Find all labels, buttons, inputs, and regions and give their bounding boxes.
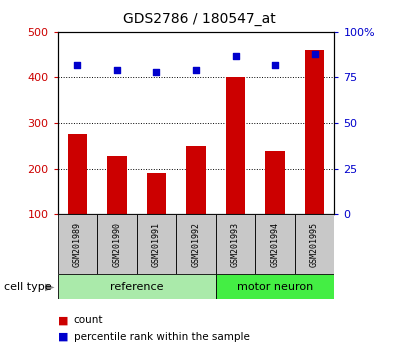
Text: ■: ■ (58, 332, 68, 342)
Text: percentile rank within the sample: percentile rank within the sample (74, 332, 250, 342)
Bar (107, 156, 127, 214)
Text: GSM201989: GSM201989 (73, 222, 82, 267)
Point (311, 51, 318, 57)
Polygon shape (45, 284, 55, 291)
Point (272, 62, 278, 68)
Text: ■: ■ (58, 315, 68, 325)
Text: GSM201990: GSM201990 (113, 222, 121, 267)
Text: GSM201992: GSM201992 (191, 222, 201, 267)
Bar (186, 146, 206, 214)
Bar (68, 135, 87, 214)
Bar (176, 214, 216, 274)
Text: reference: reference (110, 282, 164, 292)
Text: count: count (74, 315, 103, 325)
Point (193, 67, 199, 73)
Text: cell type: cell type (4, 282, 52, 292)
Bar (146, 173, 166, 214)
Bar (58, 214, 97, 274)
Text: GSM201991: GSM201991 (152, 222, 161, 267)
Bar (265, 151, 285, 214)
Point (114, 67, 120, 73)
Bar (58, 274, 216, 299)
Point (74, 62, 81, 68)
Text: motor neuron: motor neuron (237, 282, 313, 292)
Bar (255, 214, 295, 274)
Bar (305, 50, 324, 214)
Text: GSM201993: GSM201993 (231, 222, 240, 267)
Text: GDS2786 / 180547_at: GDS2786 / 180547_at (123, 12, 275, 27)
Bar (137, 214, 176, 274)
Point (232, 53, 239, 58)
Text: GSM201994: GSM201994 (271, 222, 279, 267)
Bar (97, 214, 137, 274)
Point (153, 69, 160, 75)
Bar (226, 78, 246, 214)
Bar (216, 274, 334, 299)
Bar (295, 214, 334, 274)
Text: GSM201995: GSM201995 (310, 222, 319, 267)
Bar (216, 214, 255, 274)
